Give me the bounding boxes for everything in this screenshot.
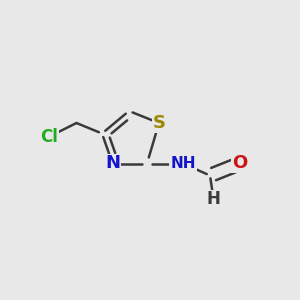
Text: S: S: [152, 114, 166, 132]
Text: O: O: [232, 154, 247, 172]
Text: N: N: [105, 154, 120, 172]
Text: NH: NH: [170, 156, 196, 171]
Text: Cl: Cl: [40, 128, 58, 146]
Text: H: H: [207, 190, 220, 208]
